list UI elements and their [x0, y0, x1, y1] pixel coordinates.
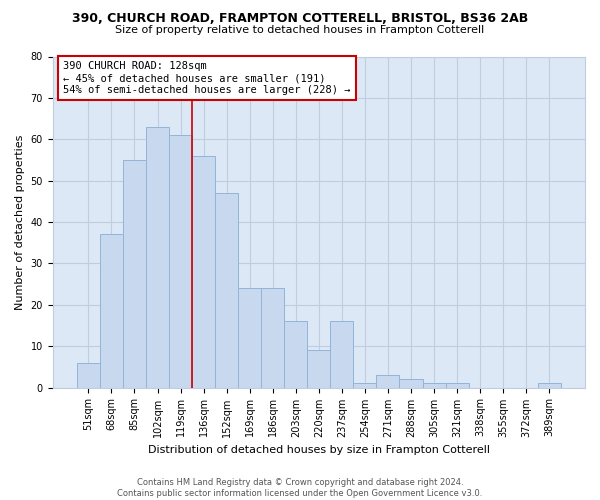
Bar	[400, 380, 422, 388]
Bar	[307, 350, 331, 388]
X-axis label: Distribution of detached houses by size in Frampton Cotterell: Distribution of detached houses by size …	[148, 445, 490, 455]
Bar	[146, 127, 169, 388]
Bar	[192, 156, 215, 388]
Bar	[77, 362, 100, 388]
Bar	[422, 384, 446, 388]
Bar	[215, 193, 238, 388]
Text: 390, CHURCH ROAD, FRAMPTON COTTERELL, BRISTOL, BS36 2AB: 390, CHURCH ROAD, FRAMPTON COTTERELL, BR…	[72, 12, 528, 26]
Bar	[100, 234, 123, 388]
Bar	[284, 322, 307, 388]
Bar	[123, 160, 146, 388]
Bar	[169, 135, 192, 388]
Bar	[353, 384, 376, 388]
Text: Contains HM Land Registry data © Crown copyright and database right 2024.
Contai: Contains HM Land Registry data © Crown c…	[118, 478, 482, 498]
Text: 390 CHURCH ROAD: 128sqm
← 45% of detached houses are smaller (191)
54% of semi-d: 390 CHURCH ROAD: 128sqm ← 45% of detache…	[63, 62, 351, 94]
Bar	[238, 288, 261, 388]
Text: Size of property relative to detached houses in Frampton Cotterell: Size of property relative to detached ho…	[115, 25, 485, 35]
Bar	[376, 375, 400, 388]
Bar	[331, 322, 353, 388]
Bar	[261, 288, 284, 388]
Y-axis label: Number of detached properties: Number of detached properties	[15, 134, 25, 310]
Bar	[538, 384, 561, 388]
Bar	[446, 384, 469, 388]
